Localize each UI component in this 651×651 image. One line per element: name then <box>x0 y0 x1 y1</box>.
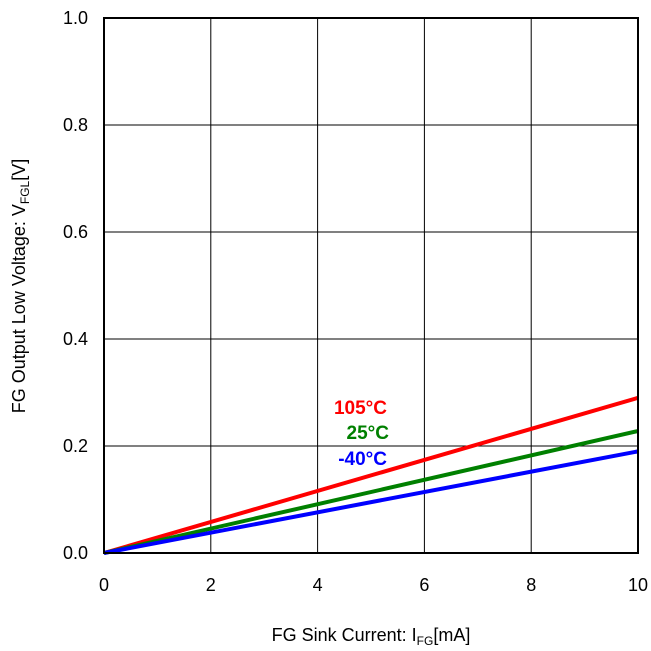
y-axis-label: FG Output Low Voltage: VFGL[V] <box>9 159 32 413</box>
plot-frame <box>103 17 639 554</box>
x-tick-label: 4 <box>313 575 323 595</box>
y-tick-label: 0.6 <box>63 222 88 242</box>
y-tick-label: 1.0 <box>63 8 88 28</box>
x-tick-label: 6 <box>419 575 429 595</box>
y-tick-label: 0.2 <box>63 436 88 456</box>
y-tick-label: 0.4 <box>63 329 88 349</box>
y-tick-label: 0.8 <box>63 115 88 135</box>
grid <box>104 18 638 553</box>
x-tick-label: 0 <box>99 575 109 595</box>
x-tick-label: 8 <box>526 575 536 595</box>
x-tick-label: 2 <box>206 575 216 595</box>
x-axis-label: FG Sink Current: IFG[mA] <box>272 625 471 648</box>
series-line-1 <box>103 429 639 555</box>
y-tick-labels: 0.0 0.2 0.4 0.6 0.8 1.0 <box>63 8 88 563</box>
series-line-0 <box>103 395 639 555</box>
series-label-25c: 25°C <box>347 423 390 444</box>
series-lines <box>103 395 639 555</box>
series-label-minus40c: -40°C <box>338 449 387 470</box>
x-tick-labels: 0 2 4 6 8 10 <box>99 575 648 595</box>
x-tick-label: 10 <box>628 575 648 595</box>
series-labels: 105°C 25°C -40°C <box>334 398 389 470</box>
series-label-105c: 105°C <box>334 398 387 419</box>
series-line-2 <box>103 449 639 555</box>
y-tick-label: 0.0 <box>63 543 88 563</box>
